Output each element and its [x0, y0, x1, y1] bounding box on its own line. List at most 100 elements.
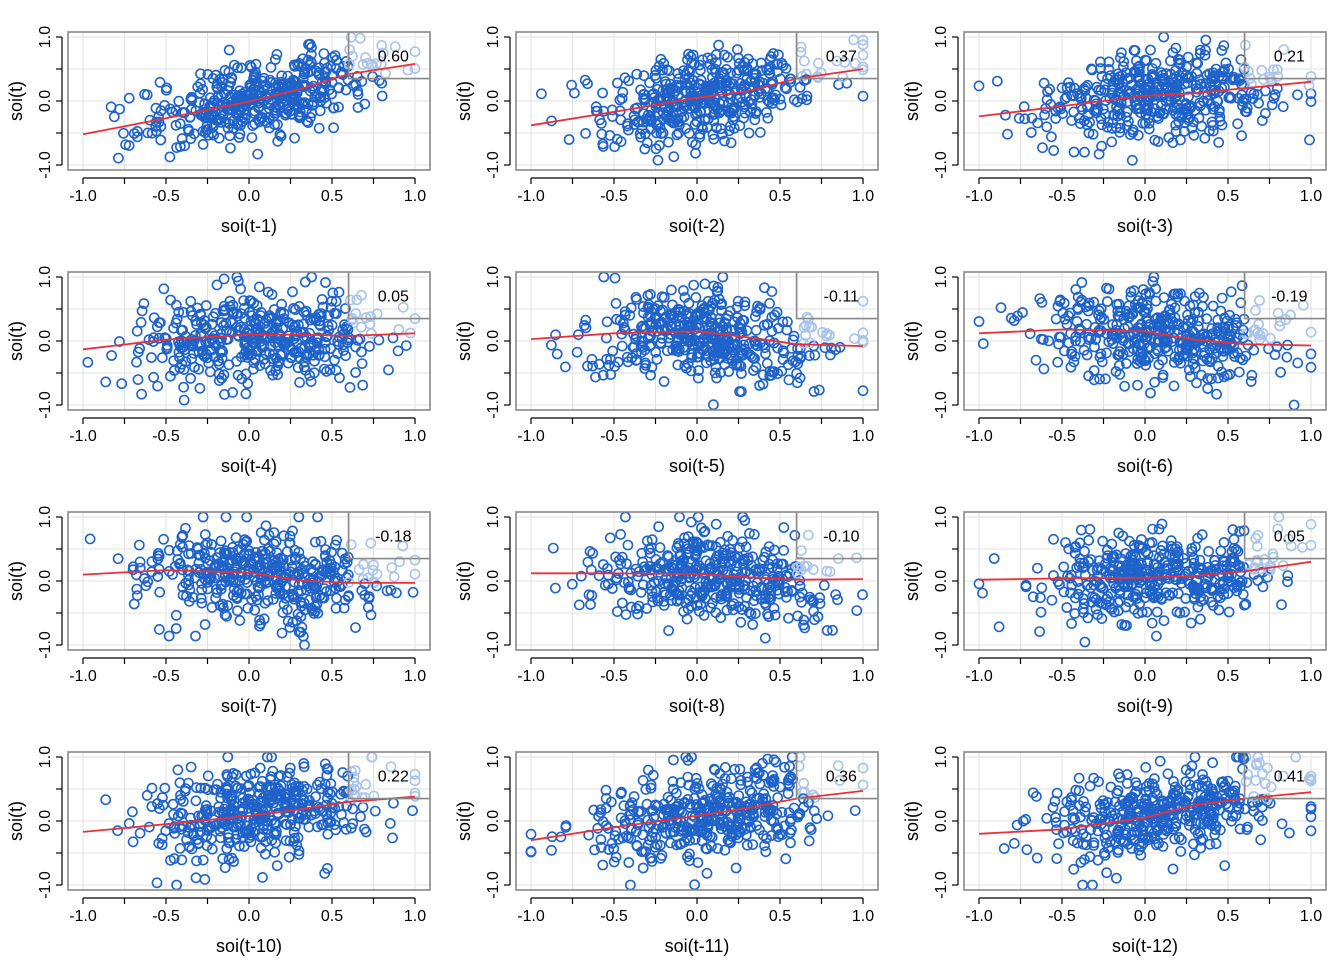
scatter-point	[718, 96, 730, 108]
scatter-point	[344, 294, 356, 306]
x-tick-label: -0.5	[152, 668, 180, 685]
x-axis-title: soi(t-9)	[1117, 696, 1173, 716]
scatter-point	[232, 90, 244, 102]
scatter-point	[1213, 136, 1225, 148]
scatter-point	[1106, 84, 1118, 96]
y-tick-label: -1.0	[37, 871, 54, 899]
scatter-point	[197, 138, 209, 150]
scatter-point	[409, 46, 421, 58]
scatter-point	[118, 127, 129, 139]
scatter-point	[364, 340, 375, 352]
scatter-point	[1233, 92, 1244, 104]
scatter-point	[329, 354, 340, 366]
scatter-point	[1200, 78, 1212, 90]
scatter-point	[988, 553, 1000, 564]
scatter-point	[294, 376, 305, 388]
scatter-point	[560, 361, 571, 373]
scatter-point	[631, 68, 643, 80]
scatter-point	[1132, 129, 1144, 141]
scatter-point	[202, 770, 214, 782]
scatter-point	[150, 102, 162, 114]
y-tick-label: -1.0	[933, 631, 950, 659]
scatter-point	[218, 369, 230, 381]
x-tick-label: 1.0	[852, 428, 874, 445]
scatter-point	[1150, 57, 1162, 69]
scatter-point	[639, 128, 651, 140]
scatter-point	[369, 805, 381, 817]
scatter-point	[1175, 134, 1186, 146]
scatter-point	[1087, 128, 1099, 140]
x-tick-label: -1.0	[69, 428, 97, 445]
scatter-point	[1272, 71, 1284, 82]
scatter-point	[1075, 524, 1087, 536]
scatter-point	[781, 83, 792, 95]
scatter-point	[178, 394, 190, 406]
scatter-point	[1186, 122, 1198, 134]
scatter-point	[747, 58, 758, 70]
scatter-point	[359, 98, 371, 110]
scatter-point	[1202, 383, 1214, 394]
scatter-point	[713, 39, 724, 51]
scatter-point	[127, 836, 139, 848]
scatter-point	[682, 79, 693, 91]
scatter-point	[1000, 109, 1011, 121]
scatter-point	[1275, 366, 1286, 378]
correlation-box	[795, 32, 878, 80]
scatter-point	[232, 369, 244, 381]
scatter-point	[604, 129, 616, 141]
scatter-point	[819, 342, 831, 354]
correlation-box	[347, 272, 430, 320]
scatter-point	[178, 381, 189, 393]
scatter-point	[601, 316, 613, 328]
scatter-point	[734, 120, 746, 132]
scatter-point	[341, 337, 353, 348]
scatter-point	[747, 619, 759, 630]
scatter-point	[699, 98, 710, 109]
scatter-point	[569, 87, 580, 99]
scatter-point	[1132, 379, 1143, 391]
scatter-point	[325, 302, 337, 314]
scatter-point	[300, 305, 312, 317]
scatter-point	[623, 124, 634, 136]
scatter-point	[1188, 129, 1200, 141]
scatter-point	[253, 281, 265, 293]
scatter-point	[1170, 71, 1182, 83]
scatter-point	[392, 345, 404, 357]
scatter-point	[259, 358, 271, 370]
x-axis-title: soi(t-5)	[669, 456, 725, 476]
scatter-point	[263, 97, 275, 108]
x-tick-label: -1.0	[965, 668, 993, 685]
scatter-point	[254, 360, 266, 371]
scatter-point	[164, 151, 176, 163]
scatter-point	[1082, 109, 1094, 121]
scatter-point	[1200, 34, 1212, 46]
x-tick-label: -0.5	[600, 428, 628, 445]
scatter-point	[356, 76, 368, 87]
smoother-line	[82, 63, 416, 136]
scatter-point	[267, 593, 279, 605]
scatter-point	[723, 125, 735, 137]
scatter-point	[342, 324, 354, 335]
scatter-point	[245, 349, 257, 361]
scatter-point	[580, 322, 592, 334]
scatter-point	[536, 88, 547, 100]
scatter-point	[294, 106, 306, 118]
scatter-point	[1191, 67, 1203, 79]
correlation-label: -0.10	[823, 528, 860, 545]
scatter-point	[1019, 113, 1031, 125]
scatter-point	[1121, 120, 1133, 131]
scatter-point	[1266, 99, 1278, 111]
scatter-point	[223, 66, 235, 78]
scatter-points	[536, 34, 869, 166]
scatter-point	[288, 92, 300, 104]
scatter-point	[224, 142, 236, 154]
scatter-point	[650, 143, 662, 155]
scatter-point	[1123, 88, 1135, 100]
scatter-point	[612, 77, 623, 89]
scatter-point	[179, 107, 190, 119]
x-tick-label: -1.0	[517, 668, 545, 685]
scatter-point	[1093, 84, 1105, 96]
